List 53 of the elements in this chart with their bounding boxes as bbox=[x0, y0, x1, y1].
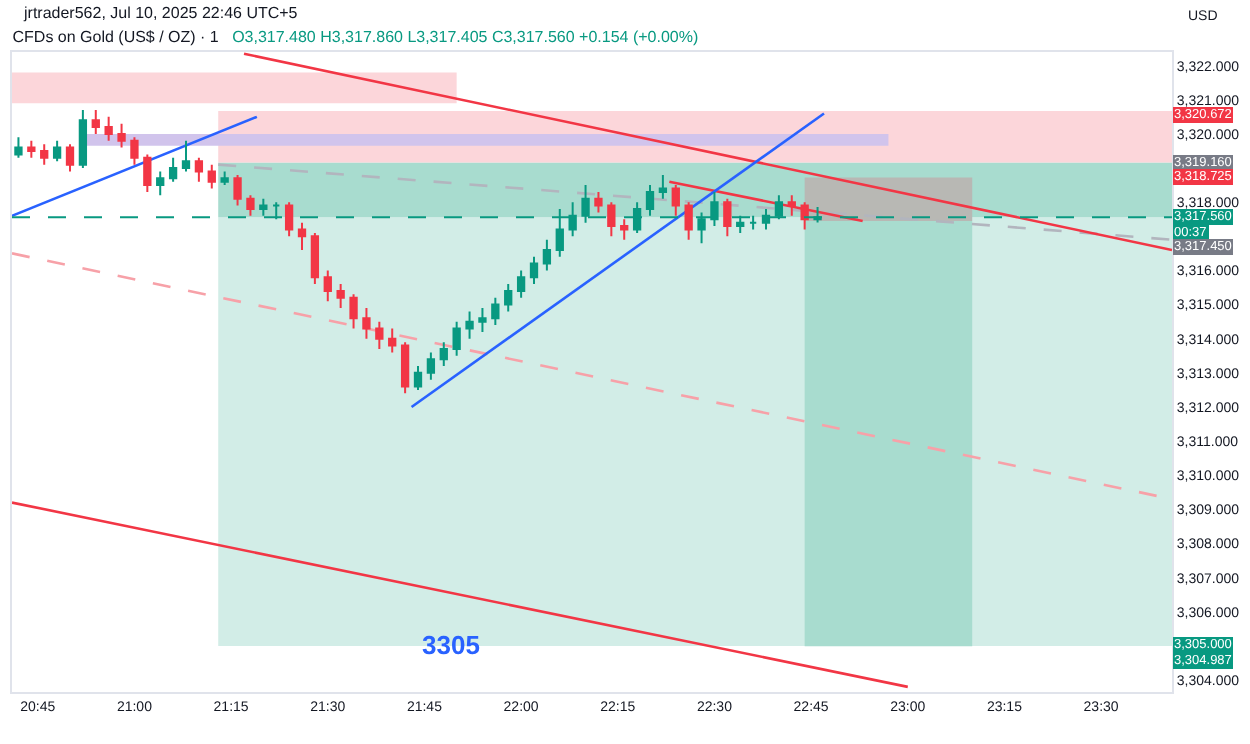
candlestick bbox=[310, 231, 320, 286]
candlestick bbox=[181, 139, 191, 173]
chart-title: CFDs on Gold (US$ / OZ) · 1 bbox=[12, 27, 219, 46]
candlestick bbox=[607, 201, 616, 238]
candlestick bbox=[504, 283, 513, 313]
candlestick bbox=[284, 201, 294, 238]
candlestick bbox=[91, 109, 100, 135]
candlestick bbox=[388, 327, 397, 354]
candlestick bbox=[542, 238, 552, 272]
candlestick bbox=[143, 153, 152, 193]
candlestick bbox=[78, 109, 88, 170]
candlestick bbox=[723, 197, 732, 238]
candlestick bbox=[349, 293, 358, 330]
candlestick bbox=[168, 156, 178, 183]
candlestick bbox=[52, 139, 62, 163]
candlestick bbox=[452, 320, 461, 357]
candlestick bbox=[787, 194, 796, 217]
candlestick bbox=[594, 190, 603, 214]
candlestick bbox=[465, 310, 474, 340]
candlestick bbox=[645, 184, 655, 217]
candlestick bbox=[684, 201, 693, 241]
candlestick bbox=[40, 143, 49, 166]
candlestick bbox=[336, 283, 345, 309]
candlestick bbox=[27, 139, 36, 159]
candlestick bbox=[259, 197, 268, 217]
candlestick bbox=[117, 122, 126, 149]
candlestick bbox=[362, 307, 371, 340]
chart-subtitle: O3,317.480 H3,317.860 L3,317.405 C3,317.560 +0.154 (+0.00%) bbox=[232, 27, 699, 46]
candlestick bbox=[194, 156, 204, 183]
candlestick bbox=[478, 307, 487, 333]
candlestick bbox=[323, 269, 332, 303]
candlestick bbox=[156, 170, 165, 197]
candlestick bbox=[220, 170, 229, 187]
candlestick bbox=[658, 173, 668, 200]
candlestick bbox=[130, 136, 139, 166]
candlestick bbox=[413, 365, 423, 391]
annotation: 3305 bbox=[422, 630, 480, 660]
candlestick bbox=[620, 218, 629, 241]
candlestick bbox=[233, 173, 242, 207]
candlestick bbox=[375, 320, 384, 350]
candlestick bbox=[529, 255, 539, 286]
candlestick bbox=[439, 341, 448, 368]
candlestick bbox=[104, 115, 113, 142]
candlestick bbox=[516, 269, 526, 299]
candlestick bbox=[426, 351, 436, 381]
candlestick bbox=[207, 163, 216, 190]
candlestick bbox=[14, 136, 23, 159]
candlestick bbox=[297, 221, 307, 251]
text: jrtrader562, Jul 10, 2025 22:46 UTC+5 bbox=[22, 4, 299, 22]
candlestick bbox=[400, 341, 410, 395]
candlestick bbox=[491, 296, 500, 327]
candlestick bbox=[246, 194, 255, 217]
candlestick bbox=[65, 143, 75, 173]
